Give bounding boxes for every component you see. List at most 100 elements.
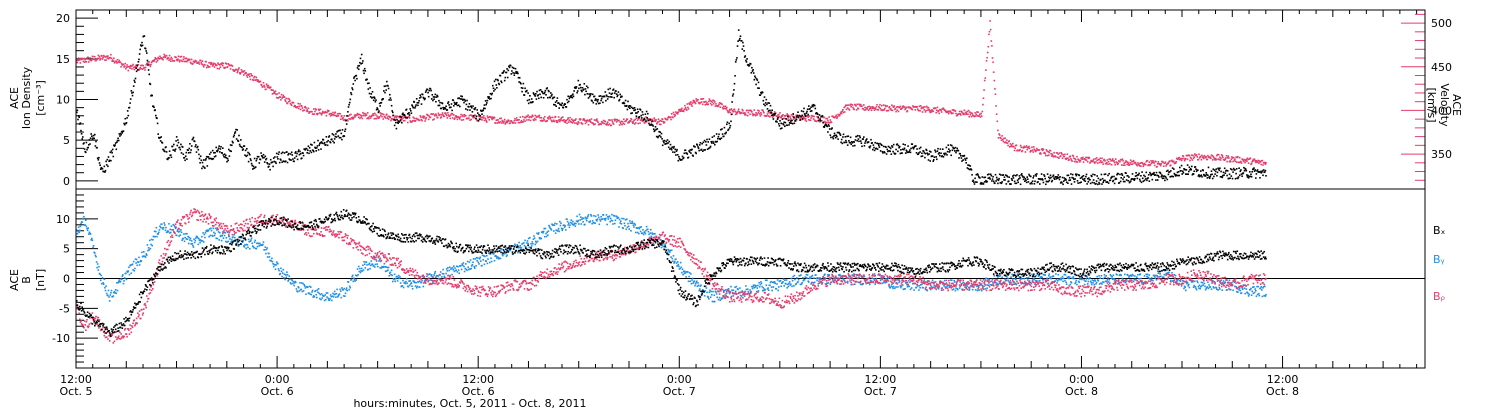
data-point xyxy=(1210,170,1213,172)
data-point xyxy=(778,123,780,125)
data-point xyxy=(477,261,480,264)
data-point xyxy=(985,69,987,71)
data-point xyxy=(94,133,96,136)
data-point xyxy=(84,224,86,226)
data-point xyxy=(1115,178,1118,180)
data-point xyxy=(248,240,250,243)
data-point xyxy=(82,218,85,220)
data-point xyxy=(265,83,268,85)
data-point xyxy=(286,274,289,276)
data-point xyxy=(1082,161,1085,163)
data-point xyxy=(757,87,759,89)
data-point xyxy=(115,292,118,295)
data-point xyxy=(869,146,871,149)
data-point xyxy=(1233,159,1236,162)
data-point xyxy=(189,58,191,61)
data-point xyxy=(466,269,468,272)
data-point xyxy=(600,99,602,102)
data-point xyxy=(341,129,344,131)
data-point xyxy=(415,287,418,289)
data-point xyxy=(316,296,318,299)
data-point xyxy=(1256,161,1259,164)
data-point xyxy=(945,110,947,113)
data-point xyxy=(557,102,560,104)
data-point xyxy=(949,111,952,113)
data-point xyxy=(457,97,459,100)
data-point xyxy=(676,154,679,156)
data-point xyxy=(268,165,270,168)
data-point xyxy=(846,135,848,138)
data-point xyxy=(991,57,994,59)
data-point xyxy=(1219,176,1222,178)
data-point xyxy=(101,277,104,279)
data-point xyxy=(840,138,843,141)
data-point xyxy=(218,68,220,70)
data-point xyxy=(350,278,353,281)
data-point xyxy=(1192,154,1194,157)
data-point xyxy=(780,122,782,125)
data-point xyxy=(226,160,228,163)
data-point xyxy=(145,253,147,255)
data-point xyxy=(551,223,553,225)
data-point xyxy=(266,256,269,258)
data-point xyxy=(797,111,799,113)
data-point xyxy=(583,83,586,85)
data-point xyxy=(321,297,323,299)
data-point xyxy=(338,294,340,296)
data-point xyxy=(269,158,272,161)
data-point xyxy=(964,157,966,160)
data-point xyxy=(402,117,404,120)
data-point xyxy=(1152,160,1154,162)
data-point xyxy=(78,116,80,118)
data-point xyxy=(1238,174,1241,177)
data-point xyxy=(925,109,927,112)
data-point xyxy=(96,266,98,269)
data-point xyxy=(1254,160,1256,162)
data-point xyxy=(1033,183,1036,185)
data-point xyxy=(576,90,579,92)
data-point xyxy=(299,153,302,155)
data-point xyxy=(711,142,713,144)
data-point xyxy=(475,256,478,259)
data-point xyxy=(192,244,194,247)
data-point xyxy=(399,120,402,122)
data-point xyxy=(363,261,365,263)
data-point xyxy=(111,152,113,154)
data-point xyxy=(420,96,422,98)
data-point xyxy=(109,151,112,154)
data-point xyxy=(744,55,747,57)
data-point xyxy=(623,118,625,120)
data-point xyxy=(779,120,781,122)
data-point xyxy=(1249,175,1252,178)
data-point xyxy=(343,287,346,290)
data-point xyxy=(1050,155,1053,157)
data-point xyxy=(581,123,584,125)
data-point xyxy=(514,67,517,70)
data-point xyxy=(1139,180,1142,182)
data-point xyxy=(187,149,189,151)
data-point xyxy=(493,90,495,92)
data-point xyxy=(1129,161,1131,164)
data-point xyxy=(1237,177,1239,180)
data-point xyxy=(167,230,170,233)
data-point xyxy=(750,72,753,74)
data-point xyxy=(895,110,897,113)
data-point xyxy=(374,117,377,120)
data-point xyxy=(979,177,981,179)
data-point xyxy=(935,111,937,114)
data-point xyxy=(332,296,335,298)
data-point xyxy=(1123,176,1125,178)
data-point xyxy=(177,58,179,60)
data-point xyxy=(979,183,982,185)
data-point xyxy=(788,119,791,121)
data-point xyxy=(135,262,137,264)
data-point xyxy=(424,118,427,120)
data-point xyxy=(1219,156,1221,159)
data-point xyxy=(825,124,827,126)
data-point xyxy=(364,115,367,117)
data-point xyxy=(428,89,431,92)
data-point xyxy=(469,109,471,111)
data-point xyxy=(1094,174,1096,176)
data-point xyxy=(356,77,358,80)
data-point xyxy=(1200,155,1202,158)
